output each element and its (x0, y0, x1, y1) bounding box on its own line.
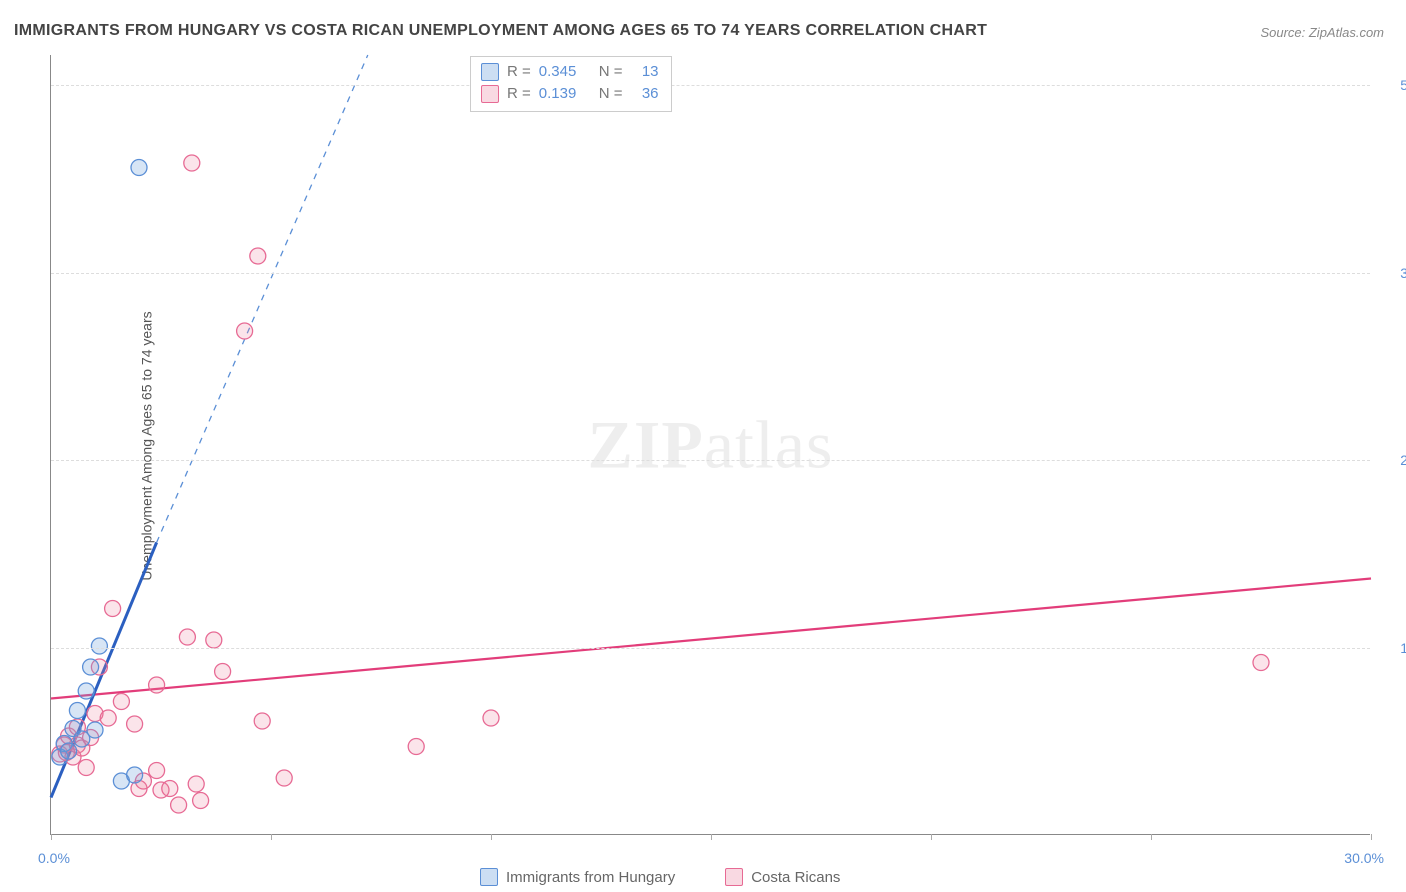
x-tick-mark (931, 834, 932, 840)
legend-stats: R = 0.345 N = 13 R = 0.139 N = 36 (470, 56, 672, 112)
n-label: N = (599, 83, 623, 105)
point-costa-ricans (184, 155, 200, 171)
y-tick-label: 37.5% (1380, 265, 1406, 281)
gridline-h (51, 648, 1370, 649)
point-costa-ricans (254, 713, 270, 729)
r-label: R = (507, 61, 531, 83)
x-tick-mark (1371, 834, 1372, 840)
r-label: R = (507, 83, 531, 105)
x-tick-mark (491, 834, 492, 840)
point-costa-ricans (188, 776, 204, 792)
point-costa-ricans (237, 323, 253, 339)
point-costa-ricans (193, 793, 209, 809)
legend-swatch (481, 85, 499, 103)
point-costa-ricans (127, 716, 143, 732)
legend-series-label: Costa Ricans (751, 869, 840, 886)
point-costa-ricans (408, 739, 424, 755)
y-tick-label: 12.5% (1380, 640, 1406, 656)
source-attribution: Source: ZipAtlas.com (1260, 25, 1384, 40)
gridline-h (51, 460, 1370, 461)
legend-stat-row: R = 0.345 N = 13 (481, 61, 659, 83)
chart-svg (51, 55, 1370, 834)
point-costa-ricans (1253, 655, 1269, 671)
point-costa-ricans (179, 629, 195, 645)
plot-area: ZIPatlas 12.5%25.0%37.5%50.0% (50, 55, 1370, 835)
gridline-h (51, 273, 1370, 274)
x-tick-mark (711, 834, 712, 840)
point-hungary (61, 743, 77, 759)
trendline-costa-ricans (51, 579, 1371, 699)
point-hungary (87, 722, 103, 738)
x-tick-mark (271, 834, 272, 840)
point-costa-ricans (276, 770, 292, 786)
y-tick-label: 50.0% (1380, 77, 1406, 93)
n-label: N = (599, 61, 623, 83)
point-hungary (83, 659, 99, 675)
legend-series-item: Costa Ricans (725, 868, 840, 886)
legend-series-label: Immigrants from Hungary (506, 869, 675, 886)
point-costa-ricans (162, 781, 178, 797)
point-costa-ricans (483, 710, 499, 726)
x-axis-min: 0.0% (38, 850, 70, 866)
legend-series-item: Immigrants from Hungary (480, 868, 675, 886)
point-hungary (127, 767, 143, 783)
point-hungary (91, 638, 107, 654)
r-value: 0.139 (539, 83, 591, 105)
chart-title: IMMIGRANTS FROM HUNGARY VS COSTA RICAN U… (14, 22, 987, 40)
point-costa-ricans (100, 710, 116, 726)
legend-series: Immigrants from Hungary Costa Ricans (480, 868, 840, 886)
n-value: 13 (631, 61, 659, 83)
trendline-hungary-dash (157, 55, 368, 543)
x-tick-mark (51, 834, 52, 840)
point-costa-ricans (171, 797, 187, 813)
point-costa-ricans (78, 760, 94, 776)
point-costa-ricans (105, 601, 121, 617)
y-tick-label: 25.0% (1380, 452, 1406, 468)
point-hungary (78, 683, 94, 699)
point-hungary (69, 703, 85, 719)
legend-swatch (480, 868, 498, 886)
point-costa-ricans (149, 763, 165, 779)
point-hungary (131, 160, 147, 176)
legend-swatch (725, 868, 743, 886)
legend-swatch (481, 63, 499, 81)
x-axis-max: 30.0% (1344, 850, 1384, 866)
point-costa-ricans (215, 664, 231, 680)
gridline-h (51, 85, 1370, 86)
point-costa-ricans (113, 694, 129, 710)
point-costa-ricans (149, 677, 165, 693)
point-costa-ricans (250, 248, 266, 264)
legend-stat-row: R = 0.139 N = 36 (481, 83, 659, 105)
r-value: 0.345 (539, 61, 591, 83)
x-tick-mark (1151, 834, 1152, 840)
point-costa-ricans (206, 632, 222, 648)
n-value: 36 (631, 83, 659, 105)
